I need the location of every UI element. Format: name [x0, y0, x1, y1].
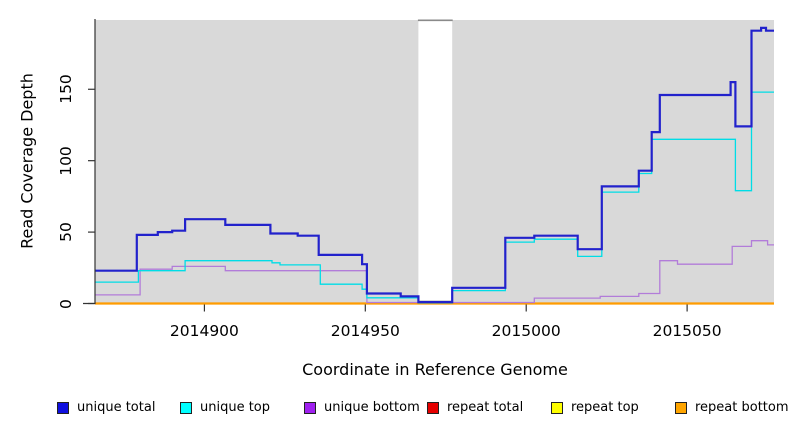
x-tick-label: 2015000: [491, 322, 561, 340]
y-tick-label: 0: [57, 298, 75, 309]
legend-item-unique-total: unique total: [57, 398, 155, 418]
legend-label: unique bottom: [324, 400, 420, 415]
legend-label: unique total: [77, 400, 156, 415]
legend-item-unique-bottom: unique bottom: [304, 398, 420, 418]
x-tick-label: 2014900: [169, 322, 239, 340]
legend-item-repeat-total: repeat total: [427, 398, 523, 418]
x-tick-label: 2015050: [652, 322, 722, 340]
x-tick-label: 2014950: [330, 322, 400, 340]
y-tick-label: 150: [57, 74, 75, 105]
y-tick-label: 100: [57, 145, 75, 176]
legend-item-unique-top: unique top: [180, 398, 270, 418]
repeat-top-swatch-icon: [551, 402, 563, 414]
y-tick-label: 50: [57, 222, 75, 242]
y-axis-title: Read Coverage Depth: [17, 73, 37, 249]
unique-top-swatch-icon: [180, 402, 192, 414]
masked-region: [418, 13, 453, 300]
unique-total-swatch-icon: [57, 402, 69, 414]
legend-label: unique top: [200, 400, 271, 415]
x-axis-title: Coordinate in Reference Genome: [302, 360, 568, 379]
series-line-unique-total: [95, 26, 774, 304]
legend: unique total unique top unique bottom re…: [0, 398, 792, 420]
legend-item-repeat-top: repeat top: [551, 398, 639, 418]
repeat-total-swatch-icon: [427, 402, 439, 414]
legend-label: repeat total: [447, 400, 524, 415]
repeat-bottom-swatch-icon: [675, 402, 687, 414]
series-line-unique-bottom: [95, 240, 774, 304]
legend-label: repeat bottom: [695, 400, 789, 415]
legend-label: repeat top: [571, 400, 639, 415]
legend-item-repeat-bottom: repeat bottom: [675, 398, 789, 418]
unique-bottom-swatch-icon: [304, 402, 316, 414]
